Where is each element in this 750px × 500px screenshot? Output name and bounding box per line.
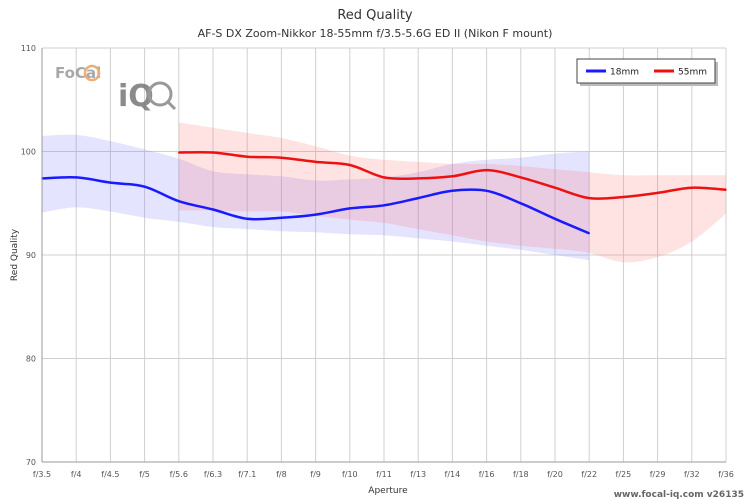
y-tick-label: 110 bbox=[21, 44, 36, 53]
data-point-18mm bbox=[349, 207, 351, 210]
x-tick-label: f/5 bbox=[139, 470, 150, 479]
x-tick-label: f/4 bbox=[71, 470, 82, 479]
data-point-55mm bbox=[656, 192, 659, 194]
x-tick-label: f/3.5 bbox=[33, 470, 51, 479]
magnifier-handle-icon bbox=[166, 100, 177, 111]
band-55mm bbox=[178, 122, 727, 263]
x-tick-label: f/25 bbox=[616, 470, 632, 479]
data-point-55mm bbox=[280, 156, 283, 159]
footer-watermark: www.focal-iq.com v26135 bbox=[614, 490, 744, 500]
y-axis-label: Red Quality bbox=[10, 228, 20, 281]
confidence-bands bbox=[42, 122, 727, 263]
chart-subtitle: AF-S DX Zoom-Nikkor 18-55mm f/3.5-5.6G E… bbox=[198, 27, 553, 40]
x-tick-label: f/11 bbox=[376, 470, 392, 479]
logo-ring-icon bbox=[83, 64, 101, 82]
data-point-55mm bbox=[314, 161, 317, 163]
data-point-55mm bbox=[349, 164, 351, 166]
data-point-55mm bbox=[417, 177, 420, 180]
y-tick-label: 90 bbox=[26, 251, 36, 260]
data-point-55mm bbox=[520, 176, 522, 179]
data-point-55mm bbox=[246, 155, 248, 158]
x-tick-label: f/16 bbox=[479, 470, 495, 479]
data-point-18mm bbox=[485, 190, 488, 192]
data-point-18mm bbox=[588, 232, 590, 235]
data-point-55mm bbox=[485, 169, 488, 171]
x-tick-labels: f/3.5 f/4 f/4.5 f/5 f/5.6 f/6.3 f/7.1 f/8 f/9 f/1… bbox=[33, 470, 734, 479]
y-tick-label: 80 bbox=[26, 355, 36, 364]
x-tick-label: f/7.1 bbox=[238, 470, 256, 479]
x-tick-label: f/20 bbox=[547, 470, 563, 479]
y-tick-label: 70 bbox=[26, 458, 36, 467]
data-point-18mm bbox=[417, 197, 420, 199]
y-tick-labels: 70 80 90 100 110 bbox=[21, 44, 36, 467]
legend-label-55mm: 55mm bbox=[678, 68, 707, 78]
data-point-18mm bbox=[246, 217, 248, 220]
x-tick-label: f/29 bbox=[650, 470, 666, 479]
x-tick-label: f/9 bbox=[310, 470, 321, 479]
data-point-18mm bbox=[109, 181, 112, 184]
data-point-55mm bbox=[383, 176, 385, 179]
x-tick-label: f/8 bbox=[276, 470, 287, 479]
magnifier-icon bbox=[147, 81, 173, 107]
data-point-18mm bbox=[178, 200, 180, 202]
data-point-18mm bbox=[212, 208, 214, 211]
x-tick-label: f/36 bbox=[718, 470, 734, 479]
data-point-18mm bbox=[383, 204, 385, 207]
x-tick-label: f/4.5 bbox=[101, 470, 119, 479]
data-point-55mm bbox=[212, 151, 214, 154]
legend: 18mm 55mm bbox=[576, 58, 718, 86]
data-point-18mm bbox=[280, 216, 283, 219]
data-point-55mm bbox=[451, 175, 454, 178]
x-tick-label: f/5.6 bbox=[170, 470, 188, 479]
data-point-55mm bbox=[178, 151, 180, 154]
data-point-55mm bbox=[622, 196, 625, 198]
data-point-18mm bbox=[554, 217, 556, 220]
y-tick-label: 100 bbox=[21, 148, 36, 157]
data-point-55mm bbox=[588, 197, 590, 199]
x-tick-label: f/10 bbox=[342, 470, 358, 479]
x-tick-label: f/13 bbox=[410, 470, 426, 479]
data-point-55mm bbox=[554, 186, 556, 189]
data-point-55mm bbox=[691, 186, 693, 189]
data-point-18mm bbox=[143, 185, 146, 188]
x-tick-label: f/14 bbox=[445, 470, 461, 479]
series-lines bbox=[41, 150, 727, 235]
x-tick-label: f/32 bbox=[684, 470, 700, 479]
x-tick-label: f/18 bbox=[513, 470, 529, 479]
legend-label-18mm: 18mm bbox=[610, 68, 639, 78]
x-tick-label: f/6.3 bbox=[204, 470, 222, 479]
focal-iq-logo: FoCal iQ bbox=[55, 64, 177, 114]
data-point-18mm bbox=[451, 190, 454, 192]
x-tick-label: f/22 bbox=[581, 470, 597, 479]
chart-title: Red Quality bbox=[337, 8, 413, 23]
band-18mm bbox=[42, 134, 590, 261]
data-point-18mm bbox=[314, 213, 317, 216]
data-point-55mm bbox=[725, 188, 727, 191]
logo-text-focal: FoCal bbox=[55, 64, 101, 82]
data-point-18mm bbox=[520, 202, 522, 205]
x-axis-label: Aperture bbox=[368, 486, 408, 496]
data-point-18mm bbox=[75, 176, 77, 179]
